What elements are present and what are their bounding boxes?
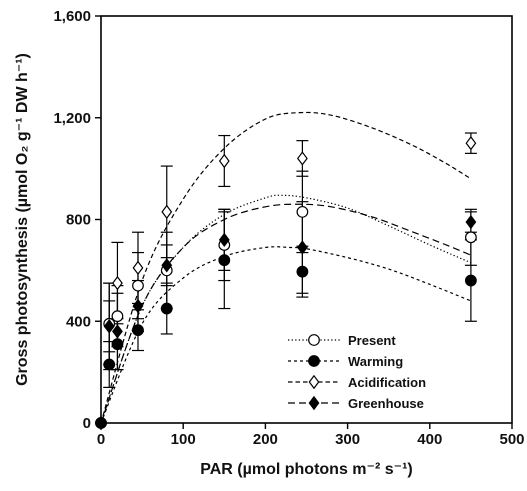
data-point-warming [465, 274, 477, 287]
axis-ticks: 0 100 200 300 400 500 0 400 800 1,200 1,600 [53, 8, 524, 448]
x-tick-label: 0 [97, 431, 105, 448]
data-point-warming [132, 324, 144, 337]
legend-label-warming: Warming [348, 354, 403, 369]
data-point-greenhouse [95, 415, 107, 431]
plot-frame [100, 15, 513, 424]
data-point-greenhouse [132, 298, 144, 314]
y-tick-label: 1,200 [53, 110, 91, 127]
legend-label-acidification: Acidification [348, 375, 426, 390]
data-point-acidification [112, 275, 123, 291]
data-point-greenhouse [103, 319, 115, 334]
legend-marker-warming [308, 355, 320, 367]
data-point-acidification [465, 135, 477, 151]
data-point-warming [218, 254, 231, 267]
error-bars [103, 132, 477, 388]
data-point-warming [103, 358, 116, 371]
data-point-greenhouse [296, 240, 308, 255]
y-tick-label: 800 [66, 212, 91, 229]
data-point-acidification [296, 151, 308, 166]
y-tick-label: 1,600 [53, 8, 91, 25]
data-points [95, 135, 477, 431]
plot-border [100, 15, 513, 424]
data-point-warming [160, 302, 173, 315]
x-tick-label: 200 [253, 431, 278, 448]
data-point-acidification [218, 153, 230, 169]
x-tick-label: 300 [335, 431, 360, 448]
data-point-greenhouse [218, 232, 230, 248]
legend: Present Warming Acidification Greenhouse [288, 333, 426, 411]
legend-label-greenhouse: Greenhouse [348, 396, 424, 411]
legend-marker-present [308, 334, 320, 346]
data-point-present [132, 279, 144, 292]
fit-line-acidification [100, 111, 472, 424]
x-tick-label: 100 [171, 431, 196, 448]
x-tick-label: 400 [417, 431, 442, 448]
data-point-greenhouse [161, 258, 173, 273]
data-point-present [465, 231, 477, 244]
fit-line-greenhouse [100, 203, 472, 424]
y-tick-label: 400 [66, 313, 91, 330]
data-point-warming [111, 338, 124, 351]
data-point-acidification [161, 204, 173, 220]
data-point-greenhouse [465, 214, 477, 230]
legend-marker-greenhouse [308, 395, 320, 411]
legend-label-present: Present [348, 333, 396, 348]
y-tick-label: 0 [83, 415, 91, 432]
legend-marker-acidification [308, 374, 320, 390]
data-point-present [111, 310, 124, 323]
data-point-acidification [132, 260, 144, 276]
x-axis-title: PAR (µmol photons m⁻² s⁻¹) [200, 461, 412, 478]
data-point-greenhouse [112, 324, 123, 339]
data-point-present [296, 205, 309, 218]
x-tick-label: 500 [499, 431, 524, 448]
y-axis-title: Gross photosynthesis (µmol O₂ g⁻¹ DW h⁻¹… [14, 53, 31, 386]
fit-lines [100, 111, 472, 424]
data-point-warming [296, 265, 309, 278]
